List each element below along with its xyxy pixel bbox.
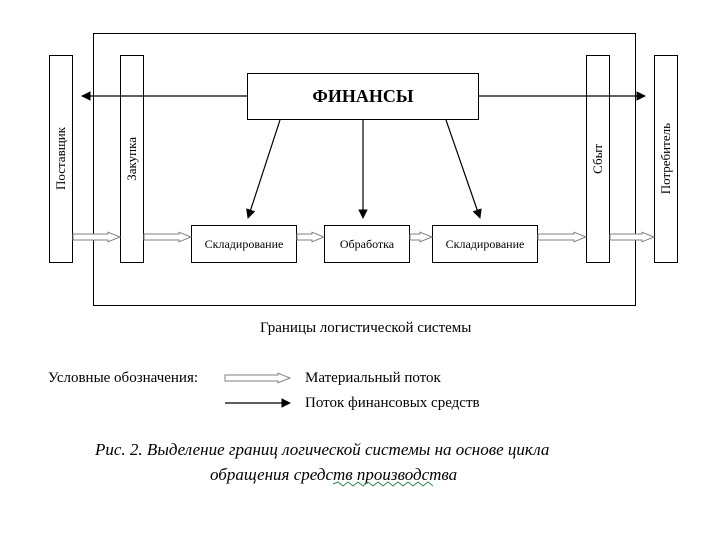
node-processing: Обработка <box>324 225 410 263</box>
node-processing-label: Обработка <box>340 237 394 252</box>
node-sales: Сбыт <box>586 55 610 263</box>
figure-caption-line2: обращения средств производства <box>210 465 457 485</box>
node-storage-1: Складирование <box>191 225 297 263</box>
diagram-stage: Поставщик Закупка Сбыт Потребитель ФИНАН… <box>0 0 720 540</box>
node-supplier-label: Поставщик <box>53 127 69 190</box>
legend-title: Условные обозначения: <box>48 370 198 387</box>
node-consumer-label: Потребитель <box>658 123 674 194</box>
caption-boundary: Границы логистической системы <box>260 320 471 337</box>
node-consumer: Потребитель <box>654 55 678 263</box>
node-finance: ФИНАНСЫ <box>247 73 479 120</box>
node-storage-1-label: Складирование <box>205 237 284 252</box>
legend-financial-flow: Поток финансовых средств <box>305 395 480 412</box>
node-purchase: Закупка <box>120 55 144 263</box>
legend-material-flow: Материальный поток <box>305 370 441 387</box>
node-supplier: Поставщик <box>49 55 73 263</box>
node-finance-label: ФИНАНСЫ <box>312 86 413 107</box>
node-storage-2-label: Складирование <box>446 237 525 252</box>
node-storage-2: Складирование <box>432 225 538 263</box>
node-sales-label: Сбыт <box>590 144 606 174</box>
node-purchase-label: Закупка <box>124 137 140 181</box>
figure-caption-line1: Рис. 2. Выделение границ логической сист… <box>95 440 549 460</box>
